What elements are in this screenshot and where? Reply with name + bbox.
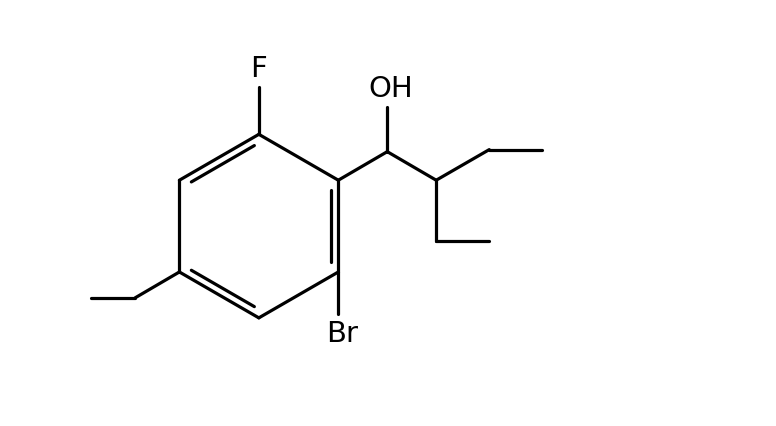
Text: OH: OH [369, 75, 413, 103]
Text: Br: Br [326, 320, 358, 347]
Text: F: F [251, 55, 267, 83]
